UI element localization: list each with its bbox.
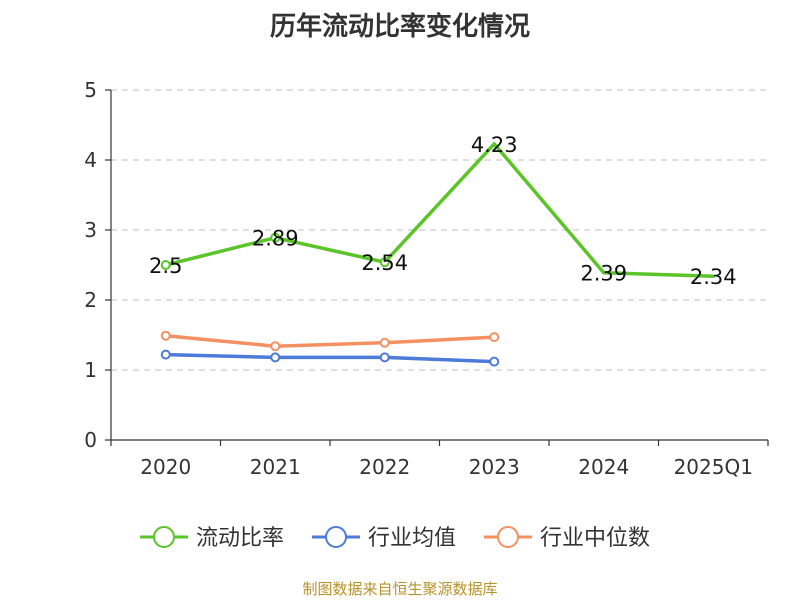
data-label: 2.89 (252, 227, 299, 251)
series-line-2 (164, 352, 496, 364)
x-tick-label: 2023 (469, 455, 520, 479)
legend-label-1: 流动比率 (196, 526, 284, 551)
series-line-1 (164, 142, 715, 278)
x-tick-label: 2020 (140, 455, 191, 479)
data-point (379, 337, 390, 348)
legend-marker-1 (153, 526, 175, 548)
series-line-3 (164, 333, 496, 348)
data-point (270, 352, 281, 363)
legend-marker-3 (497, 526, 519, 548)
legend-marker-2 (325, 526, 347, 548)
source-footer: 制图数据来自恒生聚源数据库 (302, 580, 498, 598)
y-tick-label: 3 (84, 218, 97, 242)
data-label: 2.39 (580, 262, 627, 286)
y-tick-label: 4 (84, 148, 97, 172)
data-label: 2.34 (690, 265, 737, 289)
legend-label-2: 行业均值 (368, 526, 456, 551)
data-point (379, 352, 390, 363)
data-point (160, 330, 171, 341)
data-point (489, 332, 500, 343)
data-point (379, 257, 390, 268)
data-label: 2.5 (149, 254, 182, 278)
y-tick-label: 2 (84, 288, 97, 312)
data-point (270, 341, 281, 352)
chart-title: 历年流动比率变化情况 (269, 12, 530, 42)
x-tick-label: 2021 (250, 455, 301, 479)
y-tick-label: 5 (84, 78, 97, 102)
y-tick-label: 0 (84, 428, 97, 452)
x-tick-label: 2022 (359, 455, 410, 479)
data-label: 4.23 (471, 133, 518, 157)
data-point (489, 356, 500, 367)
data-label: 2.54 (361, 251, 408, 275)
data-point (160, 349, 171, 360)
data-point (160, 260, 171, 270)
legend-label-3: 行业中位数 (540, 526, 650, 551)
x-tick-label: 2024 (578, 455, 629, 479)
x-tick-label: 2025Q1 (674, 455, 753, 479)
y-tick-label: 1 (84, 358, 97, 382)
data-point (270, 232, 281, 243)
